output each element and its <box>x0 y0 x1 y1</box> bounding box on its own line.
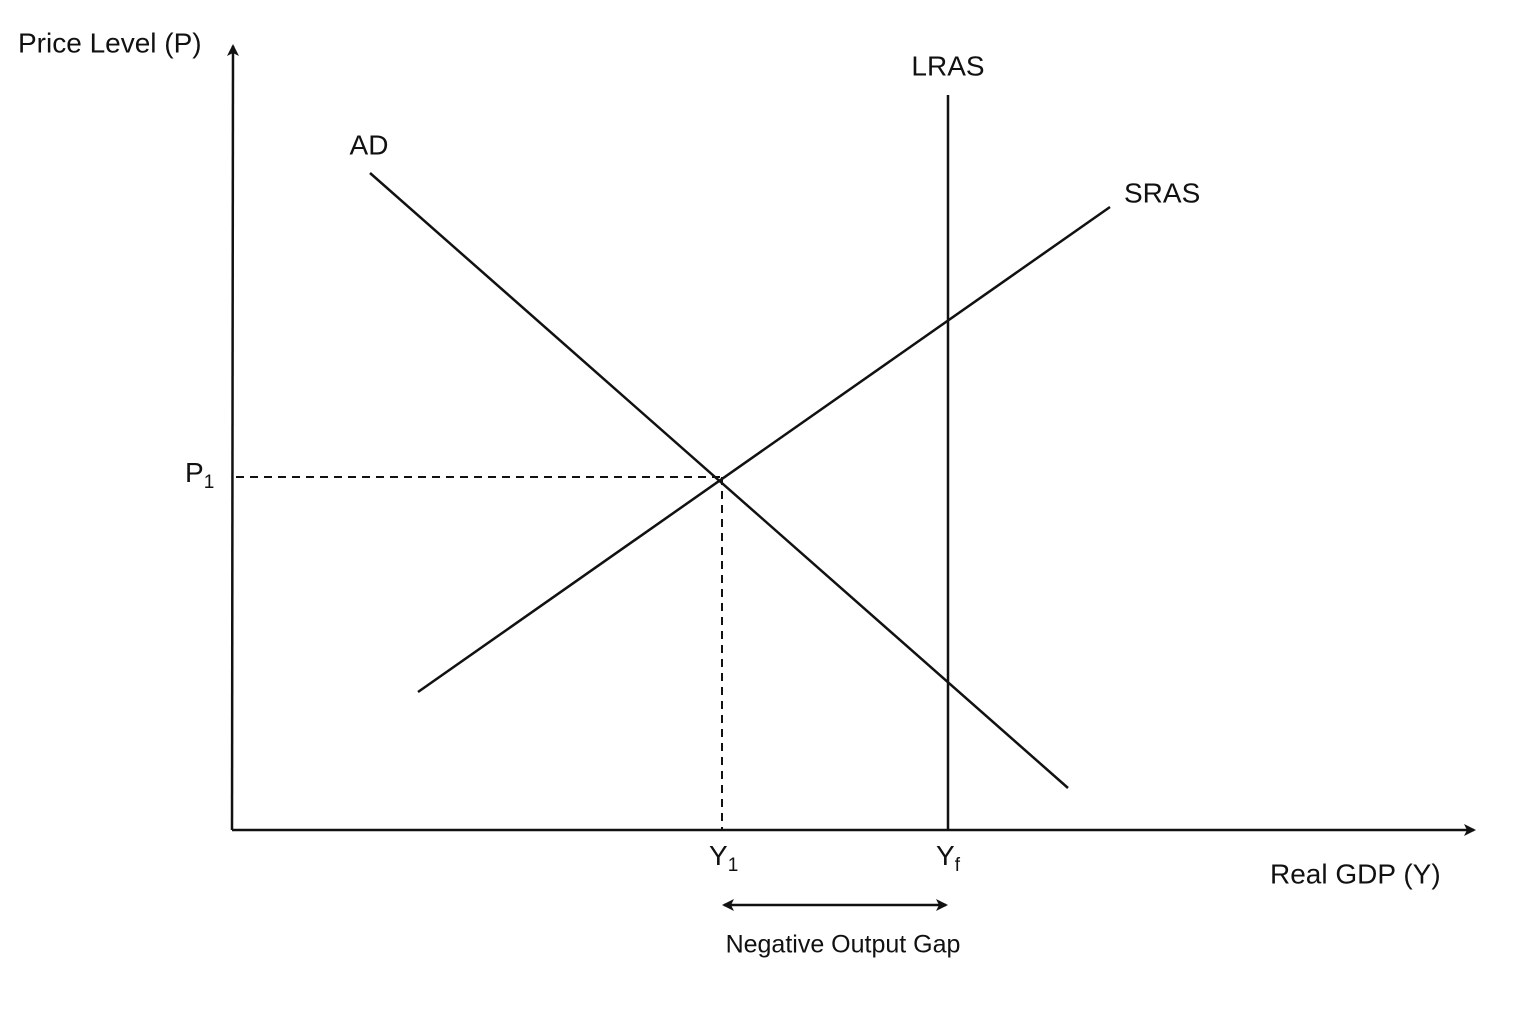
y1-sub: 1 <box>728 855 739 876</box>
y1-base: Y <box>709 840 728 871</box>
y-axis <box>226 44 239 831</box>
y-axis-label: Price Level (P) <box>18 27 202 58</box>
yf-label: Yf <box>936 840 961 876</box>
x-axis-label: Real GDP (Y) <box>1270 858 1441 889</box>
lras-label: LRAS <box>911 50 984 81</box>
yf-base: Y <box>936 840 955 871</box>
p1-label: P1 <box>185 457 214 493</box>
sras-label: SRAS <box>1124 177 1200 208</box>
gap-label: Negative Output Gap <box>726 931 961 959</box>
ad-label: AD <box>350 129 389 160</box>
p1-sub: 1 <box>204 472 215 493</box>
p1-base: P <box>185 457 204 488</box>
y1-label: Y1 <box>709 840 738 876</box>
yf-sub: f <box>955 855 961 876</box>
sras-curve <box>417 205 1111 694</box>
